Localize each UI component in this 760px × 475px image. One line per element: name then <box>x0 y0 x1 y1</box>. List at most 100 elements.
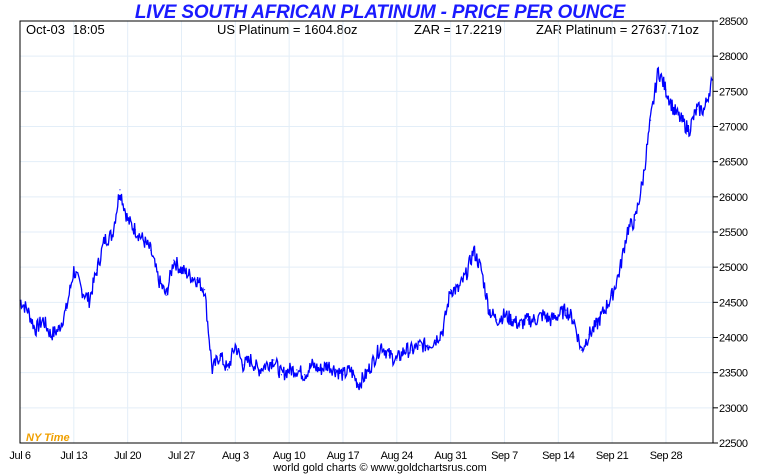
price-point <box>396 359 398 361</box>
y-tick-label: 24500 <box>719 297 748 309</box>
x-tick-label: Jul 27 <box>168 450 195 462</box>
price-point <box>180 269 183 271</box>
price-point <box>480 269 482 271</box>
price-point <box>88 299 90 301</box>
price-point <box>488 309 490 311</box>
x-tick-label: Aug 10 <box>273 450 306 462</box>
price-point <box>350 369 352 371</box>
price-point <box>296 369 298 371</box>
price-point <box>311 364 313 366</box>
price-point <box>565 309 567 311</box>
price-point <box>234 344 236 346</box>
price-point <box>403 349 406 351</box>
price-point <box>173 259 175 261</box>
price-point <box>634 219 636 221</box>
price-point <box>273 359 275 361</box>
price-point <box>127 219 129 221</box>
price-point <box>265 364 267 366</box>
price-point <box>588 334 590 336</box>
price-point <box>157 279 160 281</box>
price-point <box>611 294 613 296</box>
price-point <box>303 374 306 376</box>
price-point <box>550 319 552 321</box>
price-point <box>57 329 60 331</box>
price-point <box>657 69 659 71</box>
y-tick-label: 22500 <box>719 438 748 450</box>
y-tick-label: 27000 <box>719 122 748 134</box>
price-series-line <box>19 66 713 391</box>
price-point <box>80 289 83 291</box>
x-tick-label: Aug 31 <box>434 450 467 462</box>
price-point <box>65 309 67 311</box>
price-point <box>280 374 283 376</box>
price-point <box>27 309 29 311</box>
price-point <box>250 359 252 361</box>
x-tick-label: Sep 7 <box>491 450 518 462</box>
price-point <box>119 189 121 191</box>
price-point <box>442 329 444 331</box>
price-point <box>688 129 690 131</box>
price-point <box>134 229 136 231</box>
datetime-label: Oct-03 18:05 <box>26 22 105 37</box>
price-point <box>257 369 259 371</box>
price-point <box>42 319 44 321</box>
price-point <box>711 79 713 81</box>
y-tick-label: 27500 <box>719 86 748 98</box>
y-tick-label: 25500 <box>719 227 748 239</box>
price-point <box>219 354 221 356</box>
price-point <box>526 319 529 321</box>
price-point <box>288 369 290 371</box>
price-point <box>557 314 559 316</box>
x-tick-label: Jul 20 <box>114 450 141 462</box>
price-point <box>73 269 75 271</box>
zar-rate-label: ZAR = 17.2219 <box>414 22 502 37</box>
price-point <box>150 249 152 251</box>
y-tick-label: 28500 <box>719 16 748 28</box>
price-point <box>373 359 375 361</box>
price-point <box>211 369 213 371</box>
y-tick-label: 23000 <box>719 403 748 415</box>
price-point <box>642 179 644 181</box>
x-tick-label: Aug 24 <box>381 450 414 462</box>
price-point <box>327 364 329 366</box>
price-point <box>34 329 36 331</box>
x-tick-label: Sep 14 <box>542 450 575 462</box>
zar-platinum-label: ZAR Platinum = 27637.71oz <box>536 22 699 37</box>
price-point <box>411 349 413 351</box>
y-tick-label: 28000 <box>719 51 748 63</box>
price-point <box>703 109 706 111</box>
x-tick-label: Sep 28 <box>650 450 683 462</box>
price-point <box>450 289 452 291</box>
x-tick-label: Aug 3 <box>222 450 249 462</box>
price-point <box>680 119 682 121</box>
timezone-label: NY Time <box>26 432 70 444</box>
price-point <box>365 374 367 376</box>
price-point <box>696 109 698 111</box>
price-point <box>242 364 244 366</box>
y-tick-label: 23500 <box>719 368 748 380</box>
price-point <box>188 274 190 276</box>
price-point <box>96 269 98 271</box>
price-point <box>580 349 582 351</box>
price-point <box>342 374 344 376</box>
x-tick-label: Sep 21 <box>596 450 629 462</box>
y-tick-label: 25000 <box>719 262 748 274</box>
price-point <box>388 354 390 356</box>
price-point <box>357 384 359 386</box>
price-point <box>542 314 544 316</box>
y-tick-label: 26000 <box>719 192 748 204</box>
price-point <box>380 344 383 346</box>
price-point <box>203 289 206 291</box>
price-point <box>596 324 598 326</box>
price-point <box>619 269 621 271</box>
price-point <box>626 229 629 231</box>
price-point <box>673 109 675 111</box>
price-point <box>165 294 167 296</box>
x-tick-label: Jul 6 <box>9 450 31 462</box>
price-point <box>511 319 513 321</box>
price-point <box>603 309 606 311</box>
price-point <box>50 334 52 336</box>
price-point <box>426 344 429 346</box>
price-point <box>227 369 229 371</box>
